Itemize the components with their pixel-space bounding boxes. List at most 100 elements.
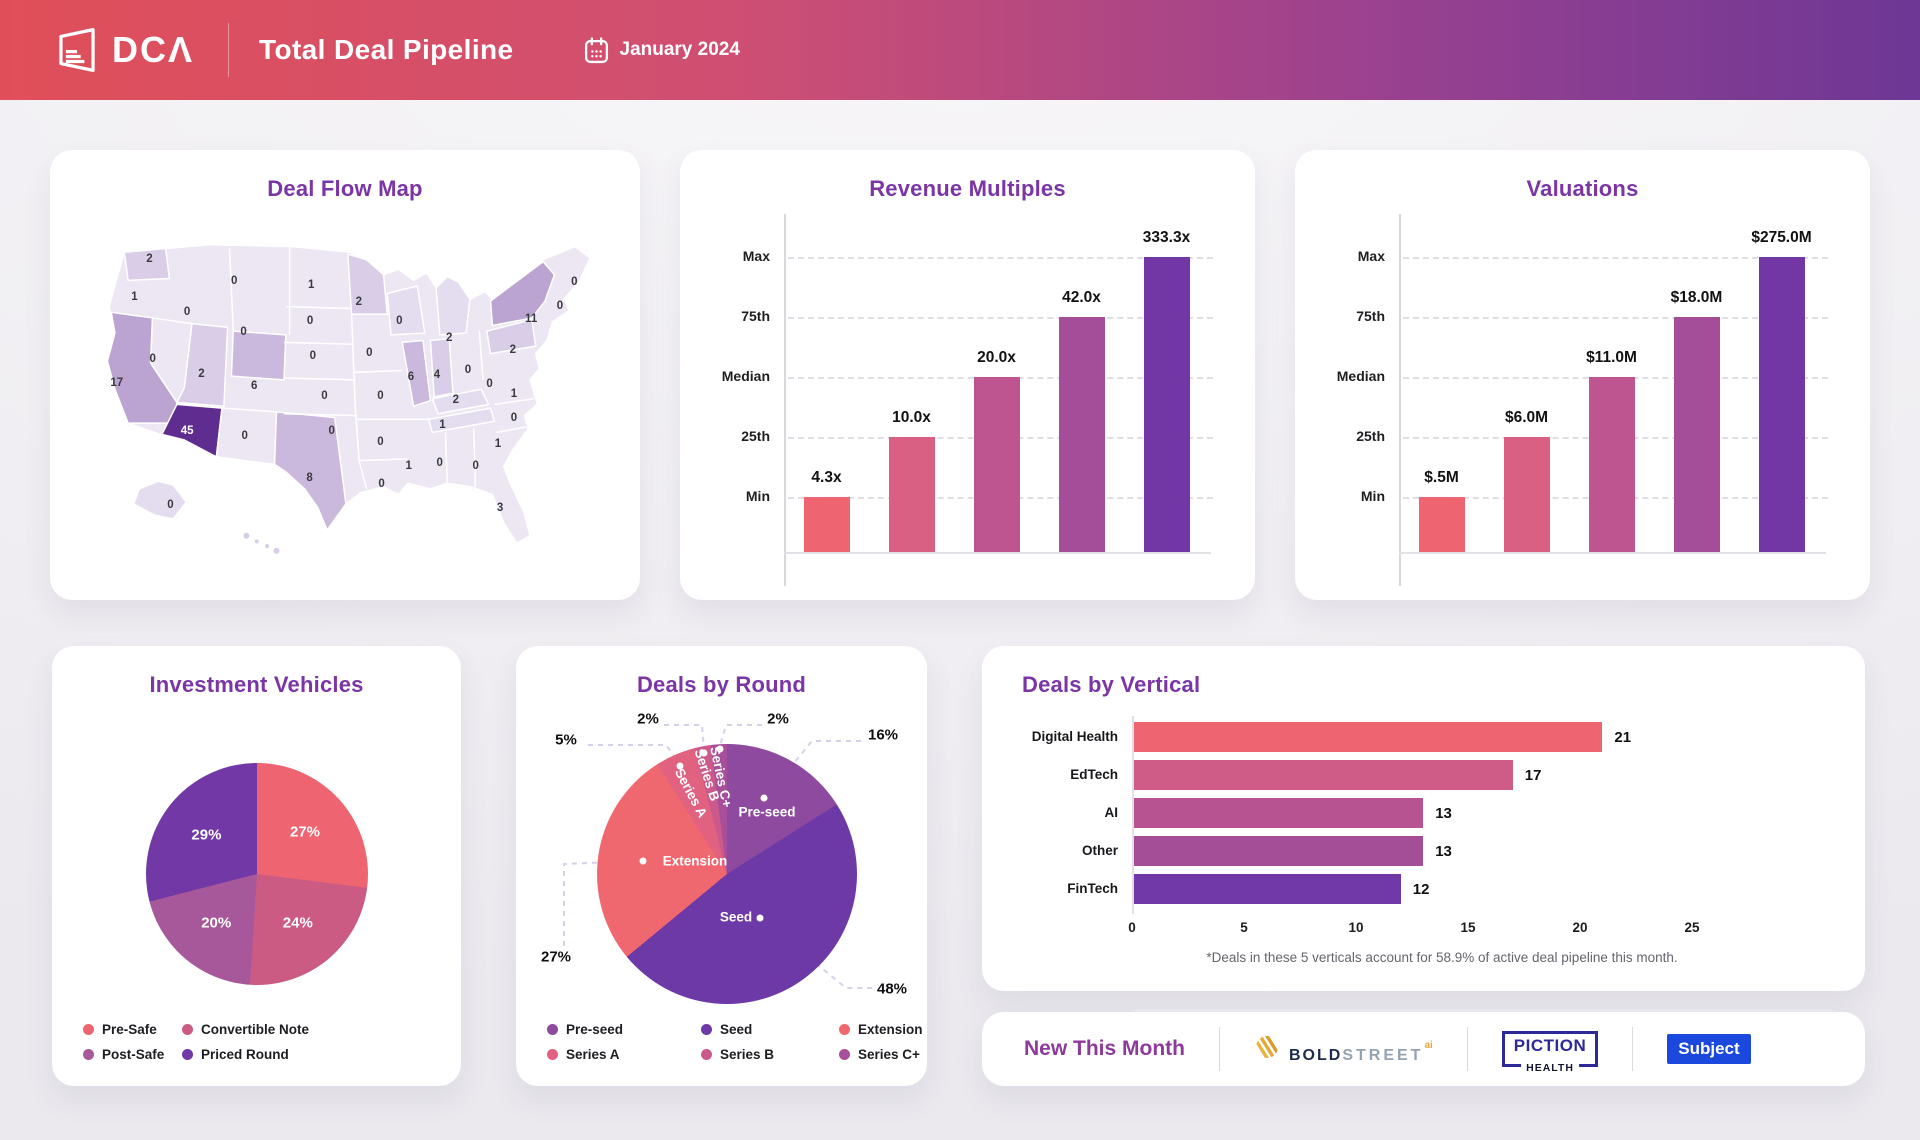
horizontal-axis-line [1132, 1010, 1835, 1011]
piction-health-logo[interactable]: PICTION HEALTH [1501, 1031, 1599, 1074]
legend-item[interactable]: Series A [547, 1047, 701, 1062]
legend-item[interactable]: Pre-seed [547, 1022, 701, 1037]
legend-item[interactable]: Priced Round [182, 1047, 461, 1062]
state-nm [215, 407, 278, 466]
legend-label: Series C+ [858, 1047, 920, 1062]
boldstreet-logo[interactable]: BOLDSTREETai [1254, 1033, 1433, 1065]
axis-tick-label: 75th [1356, 308, 1385, 324]
vehicles-legend: Pre-Safe Post-Safe Convertible Note Pric… [52, 1022, 461, 1062]
bar-75th[interactable] [1058, 317, 1105, 552]
pie-callout-percent: 5% [555, 731, 577, 749]
gridline-75th [1403, 317, 1828, 319]
deals-by-round-pie[interactable] [597, 744, 857, 1004]
document-logo-icon [59, 28, 95, 72]
vertical-bar-digital-health[interactable] [1132, 722, 1603, 752]
legend-item[interactable]: Series C+ [839, 1047, 927, 1062]
x-axis-tick-label: 20 [1572, 920, 1588, 935]
bar-median[interactable] [973, 377, 1020, 552]
vertical-bar-fintech[interactable] [1132, 874, 1401, 904]
legend-dot [839, 1049, 850, 1060]
pie-callout-percent: 2% [767, 710, 789, 728]
valuations-chart: Min 25th Median 75th Max $.5M $6.0M $11.0M $18.0… [1331, 214, 1834, 586]
new-this-month-card: New This Month BOLDSTREETai PICTION HEAL… [982, 1012, 1865, 1086]
bar-median[interactable] [1588, 377, 1635, 552]
pie-percent-label: 24% [282, 914, 313, 932]
legend-item[interactable]: Pre-Safe [83, 1022, 182, 1037]
legend-item[interactable]: Seed [701, 1022, 839, 1037]
us-choropleth-map[interactable]: 2 1 0 0 0 0 17 2 6 45 [68, 218, 622, 570]
vertical-bar-row: 21 [1132, 722, 1835, 752]
pie-label-dot [760, 794, 768, 802]
baseline [784, 552, 1211, 554]
deal-flow-map-card: Deal Flow Map [50, 150, 640, 600]
revenue-card-title: Revenue Multiples [869, 176, 1066, 201]
investment-vehicles-card: Investment Vehicles 27% 24% 20% 29% Pre-Saf… [52, 646, 461, 1086]
state-ky [431, 388, 490, 415]
bar-value-label: $6.0M [1504, 409, 1549, 426]
legend-dot [182, 1049, 193, 1060]
boldstreet-ai-sup: ai [1424, 1039, 1433, 1051]
state-ny [489, 260, 556, 327]
vertical-bar-ai[interactable] [1132, 798, 1424, 828]
vertical-bar-row: 17 [1132, 760, 1835, 790]
vertical-bar-row: 13 [1132, 836, 1835, 866]
vertical-bar-value: 17 [1524, 766, 1542, 784]
state-wa [123, 247, 171, 282]
axis-tick-label: Median [1336, 368, 1385, 384]
bar-value-label: 42.0x [1062, 289, 1101, 306]
us-map-svg [106, 243, 591, 556]
round-pie-stage: Pre-seed Seed Extension Series A Series B Ser… [516, 646, 927, 1086]
gridline-max [788, 257, 1213, 259]
legend-item[interactable]: Convertible Note [182, 1022, 461, 1037]
vehicles-pie-stage: 27% 24% 20% 29% [52, 646, 461, 1086]
x-axis-tick-label: 10 [1348, 920, 1364, 935]
legend-dot [839, 1024, 850, 1035]
pie-label-dot [676, 762, 684, 770]
bar-25th[interactable] [1503, 437, 1550, 552]
valuations-card: Valuations Min 25th Median 75th Max $.5M $6.0M… [1295, 150, 1870, 600]
axis-tick-label: Min [745, 488, 770, 504]
page-title: Total Deal Pipeline [259, 34, 514, 65]
bar-min[interactable] [803, 497, 850, 552]
vertical-bars-area: 21 17 13 13 12 0 5 10 15 20 25 *Deals in these 5 ve… [1128, 716, 1835, 1011]
vertical-bar-value: 21 [1614, 728, 1632, 746]
logo-divider [1219, 1027, 1220, 1071]
axis-tick-label: Median [721, 368, 770, 384]
pie-label-dot [756, 914, 764, 922]
bar-75th[interactable] [1673, 317, 1720, 552]
legend-item[interactable]: Post-Safe [83, 1047, 182, 1062]
vertical-bar-value: 13 [1435, 842, 1452, 860]
legend-label: Pre-seed [566, 1022, 624, 1037]
bar-25th[interactable] [888, 437, 935, 552]
x-axis-tick-label: 5 [1240, 920, 1248, 935]
legend-label: Convertible Note [201, 1022, 310, 1037]
state-hi [241, 531, 251, 541]
bar-max[interactable] [1758, 257, 1805, 552]
x-axis-tick-label: 15 [1460, 920, 1476, 935]
logo-divider [1632, 1027, 1634, 1071]
vertical-bar-other[interactable] [1132, 836, 1424, 866]
subject-logo[interactable]: Subject [1667, 1034, 1751, 1064]
vertical-bar-edtech[interactable] [1132, 760, 1513, 790]
pie-callout-percent: 16% [867, 726, 899, 744]
axis-tick-label: 25th [741, 428, 770, 444]
vertical-chart-footnote: *Deals in these 5 verticals account for … [1206, 950, 1678, 965]
vertical-card-title: Deals by Vertical [1022, 672, 1201, 697]
vertical-axis-line [1132, 716, 1134, 914]
legend-label: Post-Safe [102, 1047, 165, 1062]
state-in [429, 337, 454, 398]
pie-callout-percent: 27% [540, 948, 572, 966]
bar-min[interactable] [1418, 497, 1465, 552]
axis-tick-label: 75th [741, 308, 770, 324]
investment-vehicles-pie[interactable] [146, 763, 368, 985]
pie-slice-label: Seed [719, 909, 753, 925]
legend-item[interactable]: Series B [701, 1047, 839, 1062]
report-date-label: January 2024 [619, 39, 740, 60]
legend-item[interactable]: Extension [839, 1022, 927, 1037]
app-header: DCΛ Total Deal Pipeline January 2024 [0, 0, 1920, 100]
vertical-bar-value: 13 [1435, 804, 1452, 822]
pie-percent-label: 20% [201, 914, 232, 932]
legend-dot [701, 1024, 712, 1035]
bar-max[interactable] [1143, 257, 1190, 552]
legend-label: Extension [858, 1022, 923, 1037]
